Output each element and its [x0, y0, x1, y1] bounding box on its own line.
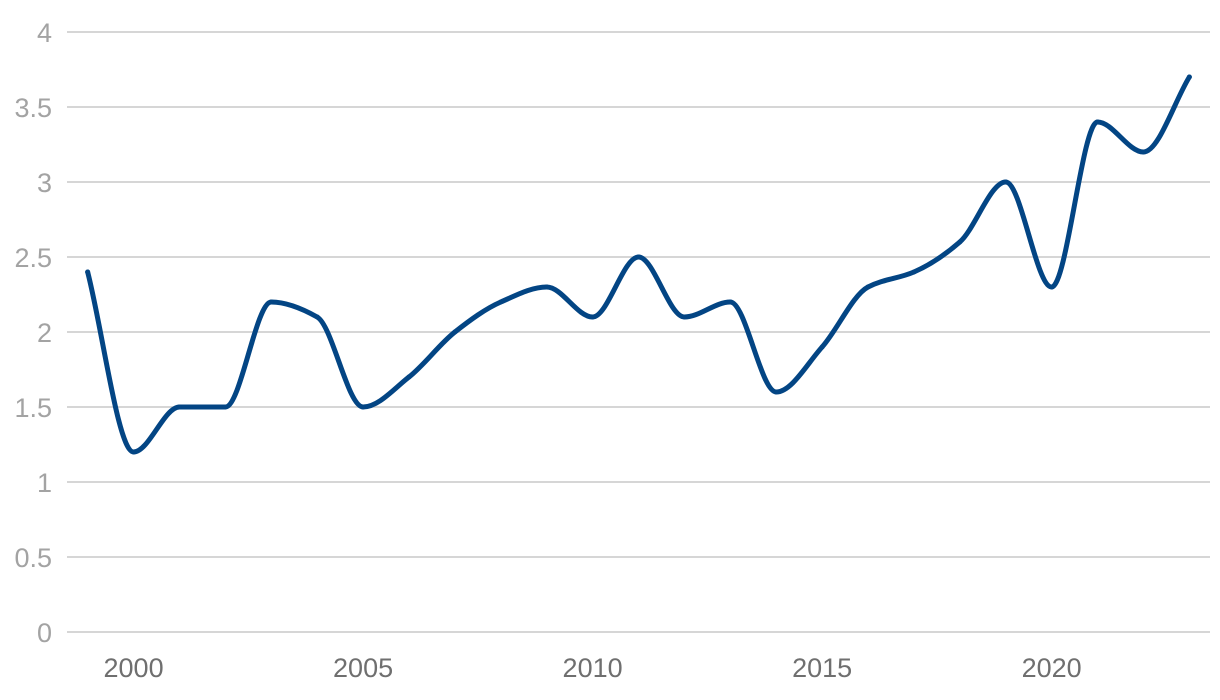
data-point	[681, 314, 687, 320]
data-point	[176, 404, 182, 410]
data-point	[498, 299, 504, 305]
data-point	[360, 404, 366, 410]
gridlines	[67, 31, 1210, 633]
data-point	[222, 404, 228, 410]
y-tick-label: 3.5	[14, 93, 52, 123]
data-point	[590, 314, 596, 320]
data-point	[636, 254, 641, 260]
x-tick-label: 2010	[563, 653, 623, 683]
series-layer	[85, 74, 1192, 455]
data-point	[1003, 179, 1009, 185]
y-tick-label: 2.5	[14, 243, 52, 273]
data-point	[85, 269, 91, 275]
y-tick-label: 0	[37, 618, 52, 648]
y-axis-tick-labels: 0 0.5 1 1.5 2 2.5 3 3.5 4	[14, 18, 52, 648]
data-point	[268, 299, 274, 305]
y-tick-label: 2	[37, 318, 52, 348]
data-point	[911, 269, 917, 275]
data-point	[727, 299, 733, 305]
x-tick-label: 2020	[1022, 653, 1082, 683]
data-point	[452, 329, 458, 335]
x-tick-label: 2000	[104, 653, 164, 683]
data-point	[1049, 284, 1055, 290]
data-point	[314, 314, 320, 320]
data-point	[544, 284, 550, 290]
data-point	[773, 389, 779, 395]
data-point	[131, 449, 137, 455]
data-point	[957, 239, 963, 245]
data-point	[819, 344, 825, 350]
data-point	[406, 374, 412, 380]
y-tick-label: 1	[37, 468, 52, 498]
series-line-0	[85, 74, 1192, 455]
y-tick-label: 4	[37, 18, 52, 48]
x-axis-tick-labels: 2000 2005 2010 2015 2020	[104, 653, 1082, 683]
y-tick-label: 1.5	[14, 393, 52, 423]
data-point	[1140, 149, 1146, 155]
data-point	[865, 284, 871, 290]
x-tick-label: 2015	[792, 653, 852, 683]
data-point	[1095, 119, 1101, 125]
x-tick-label: 2005	[333, 653, 393, 683]
y-tick-label: 0.5	[14, 543, 52, 573]
data-point	[1186, 74, 1192, 80]
y-tick-label: 3	[37, 168, 52, 198]
